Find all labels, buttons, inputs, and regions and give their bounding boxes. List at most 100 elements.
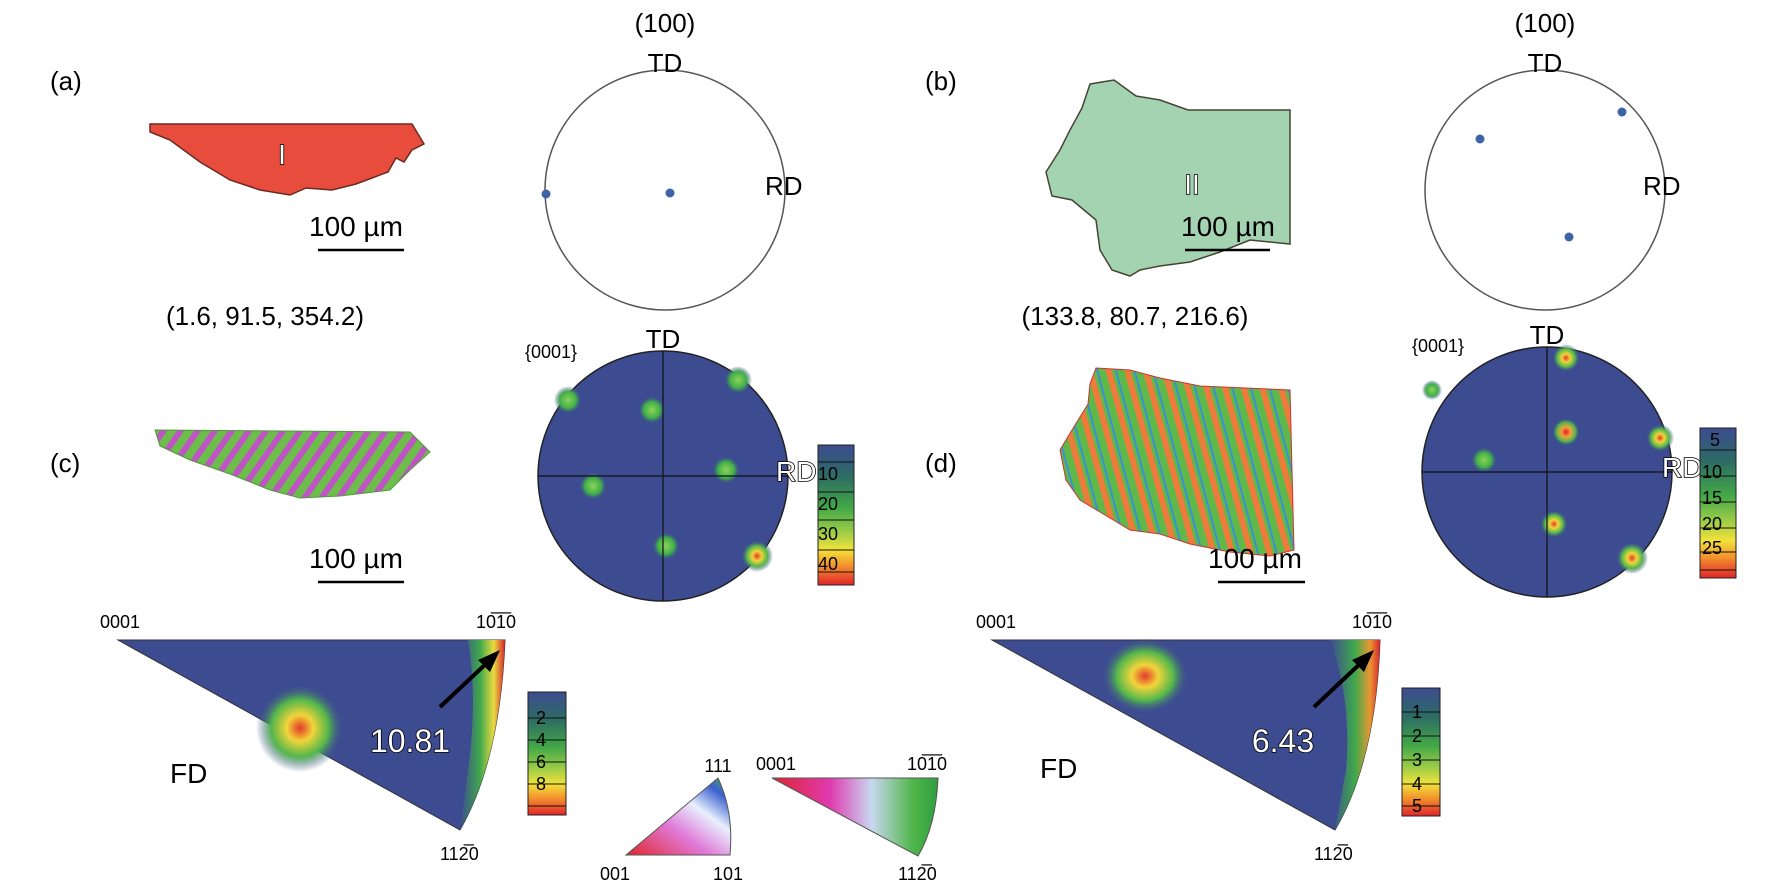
pole-spot	[638, 396, 666, 424]
colorbar-d-tick: 20	[1702, 514, 1722, 534]
grain-c-map	[154, 429, 431, 499]
ipf-right-corner-0001: 0001	[976, 612, 1016, 632]
legend-cubic-111: 111	[704, 756, 731, 776]
pole-a-title: (100)	[635, 8, 696, 38]
legend-hex-1120: 112̅0	[898, 864, 937, 884]
colorbar-d-tick: 15	[1702, 488, 1722, 508]
euler-a: (1.6, 91.5, 354.2)	[166, 301, 364, 331]
pole-d-td: TD	[1530, 320, 1565, 350]
panel-a: (a) I 100 µm (1.6, 91.5, 354.2) (100) TD…	[50, 8, 803, 331]
legend-hex-0001: 0001	[756, 754, 796, 774]
panel-d: (d) 100 µm {0001} TD RD 5 10 15 20 25	[925, 320, 1737, 598]
colorbar-ipf-right-tick: 1	[1412, 702, 1422, 722]
ipf-left-arrowhead	[478, 650, 500, 672]
panel-c-label: (c)	[50, 448, 80, 478]
pole-spot	[1552, 418, 1580, 446]
pole-spot	[712, 456, 740, 484]
panel-c: (c) 100 µm {0001} TD RD 10 20 30 40	[50, 324, 855, 602]
pole-a-rd: RD	[765, 171, 803, 201]
pole-a-td: TD	[648, 48, 683, 78]
pole-point	[665, 188, 675, 198]
grain-d-map	[1059, 367, 1295, 557]
ipf-right-arrow	[1312, 658, 1366, 709]
colorbar-c-tick: 10	[818, 464, 838, 484]
pole-figure-b	[1424, 69, 1666, 311]
colorbar-ipf-right	[1401, 687, 1441, 817]
ipf-right-max: 6.43	[1252, 723, 1314, 759]
pole-d-plane: {0001}	[1412, 336, 1464, 356]
pole-spot	[579, 472, 607, 500]
ipf-right: 0001 10̅1̅0 6.43 FD 112̅0 1 2 3 4 5	[976, 612, 1441, 864]
grain-I-map	[149, 123, 426, 196]
colorbar-ipf-right-tick: 5	[1412, 796, 1422, 816]
colorbar-ipf-left-tick: 4	[536, 730, 546, 750]
colorbar-ipf-left-lines	[528, 717, 566, 807]
pole-figure-a	[544, 69, 786, 311]
pole-point	[541, 189, 551, 199]
ipf-left-corner-1010: 10̅1̅0	[476, 612, 516, 632]
ipf-right-axis: FD	[1040, 753, 1077, 784]
scale-bar-d-label: 100 µm	[1208, 543, 1302, 574]
colorbar-c	[817, 444, 855, 586]
pole-b-td: TD	[1528, 48, 1563, 78]
pole-c-td: TD	[646, 324, 681, 354]
pole-spot	[1552, 344, 1580, 372]
colorbar-d-lines	[1700, 449, 1736, 571]
colorbar-ipf-right-tick: 2	[1412, 726, 1422, 746]
grain-I-label: I	[278, 139, 286, 170]
pole-spot	[652, 532, 680, 560]
ipf-left-edge-band	[460, 640, 505, 830]
ipf-left-axis: FD	[170, 758, 207, 789]
colorbar-ipf-left-tick: 2	[536, 708, 546, 728]
colorbar-c-lines	[818, 461, 854, 573]
ipf-right-corner-1010: 10̅1̅0	[1352, 612, 1392, 632]
legend-cubic-001: 001	[600, 864, 630, 884]
colorbar-d-tick: 25	[1702, 538, 1722, 558]
pole-spot	[741, 540, 773, 572]
pole-b-rd: RD	[1643, 171, 1681, 201]
pole-d-rd: RD	[1662, 452, 1702, 483]
panel-b: (b) II 100 µm (133.8, 80.7, 216.6) (100)…	[925, 8, 1681, 331]
panel-a-label: (a)	[50, 66, 82, 96]
pole-spot	[1540, 510, 1568, 538]
legend-cubic-101: 101	[713, 864, 743, 884]
ipf-right-corner-1120: 112̅0	[1314, 844, 1353, 864]
legend-hex-triangle	[771, 777, 939, 857]
pole-b-title: (100)	[1515, 8, 1576, 38]
pole-point	[1475, 134, 1485, 144]
grain-II-label: II	[1184, 169, 1200, 200]
pole-point	[1564, 232, 1574, 242]
pole-spot	[724, 366, 752, 394]
colorbar-ipf-left-tick: 6	[536, 752, 546, 772]
pole-c-rd: RD	[776, 456, 816, 487]
colorbar-d-tick: 5	[1710, 430, 1720, 450]
colorbar-d-tick: 10	[1702, 462, 1722, 482]
panel-d-label: (d)	[925, 448, 957, 478]
colorbar-ipf-right-lines	[1402, 711, 1440, 807]
pole-spot	[1616, 542, 1648, 574]
legend-cubic: 111 001 101	[600, 756, 743, 884]
ipf-left-spot	[256, 684, 344, 772]
scale-bar-c-label: 100 µm	[309, 543, 403, 574]
panel-b-label: (b)	[925, 66, 957, 96]
colorbar-ipf-left	[527, 691, 567, 816]
pole-point	[1617, 107, 1627, 117]
colorbar-c-tick: 40	[818, 554, 838, 574]
colorbar-c-tick: 30	[818, 524, 838, 544]
legend-hex-1010: 10̅1̅0	[907, 754, 947, 774]
colorbar-ipf-right-tick: 3	[1412, 750, 1422, 770]
ipf-right-spot	[1101, 638, 1189, 714]
ipf-left: 0001 10̅1̅0 10.81 FD 112̅0 2 4 6 8	[100, 612, 567, 864]
ipf-left-arrow	[438, 658, 492, 709]
ipf-left-corner-0001: 0001	[100, 612, 140, 632]
ipf-right-arrowhead	[1352, 650, 1374, 672]
ipf-right-edge-band	[1330, 640, 1380, 830]
legend-hex: 0001 10̅1̅0 112̅0	[756, 754, 947, 884]
colorbar-ipf-right-tick: 4	[1412, 774, 1422, 794]
ipf-left-corner-1120: 112̅0	[440, 844, 479, 864]
scale-bar-a-label: 100 µm	[309, 211, 403, 242]
colorbar-ipf-left-tick: 8	[536, 774, 546, 794]
colorbar-c-tick: 20	[818, 494, 838, 514]
euler-b: (133.8, 80.7, 216.6)	[1022, 301, 1249, 331]
pole-c-plane: {0001}	[525, 342, 577, 362]
